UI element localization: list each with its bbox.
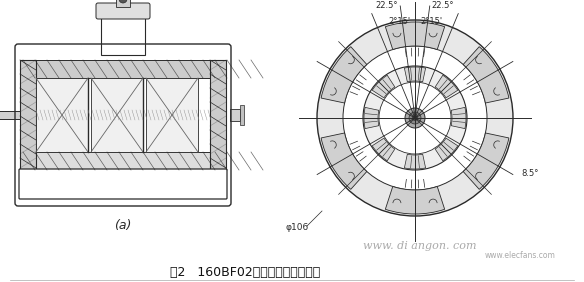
Wedge shape: [404, 154, 426, 169]
Text: 2°15': 2°15': [420, 17, 442, 27]
Text: 2°15': 2°15': [388, 17, 410, 27]
FancyBboxPatch shape: [19, 169, 227, 199]
Wedge shape: [372, 75, 395, 98]
Wedge shape: [451, 107, 466, 129]
Circle shape: [363, 66, 467, 170]
Wedge shape: [435, 75, 458, 98]
Wedge shape: [385, 186, 444, 214]
Text: φ106: φ106: [286, 224, 308, 232]
Bar: [0, 111, 20, 119]
Bar: [146, 78, 198, 152]
Bar: [36, 78, 88, 152]
Wedge shape: [385, 22, 444, 50]
Text: 8.5°: 8.5°: [521, 169, 538, 177]
Text: www. di angon. com: www. di angon. com: [363, 241, 477, 251]
Circle shape: [405, 108, 425, 128]
Bar: [23, 60, 223, 78]
Circle shape: [317, 20, 513, 216]
Circle shape: [412, 115, 418, 121]
Circle shape: [379, 82, 451, 154]
Circle shape: [312, 15, 518, 221]
Wedge shape: [372, 138, 395, 161]
Wedge shape: [321, 47, 367, 103]
Circle shape: [409, 112, 421, 124]
Wedge shape: [404, 67, 426, 82]
Bar: [240, 105, 244, 125]
FancyBboxPatch shape: [24, 63, 222, 167]
Wedge shape: [463, 133, 509, 189]
Text: 图2   160BF02型六相功率步进电机: 图2 160BF02型六相功率步进电机: [170, 265, 320, 279]
Bar: [101, 13, 145, 55]
Bar: [210, 60, 226, 170]
Circle shape: [343, 46, 487, 190]
Wedge shape: [321, 133, 367, 189]
Text: (a): (a): [114, 219, 131, 232]
Wedge shape: [463, 47, 509, 103]
Bar: [230, 109, 240, 121]
Bar: [116, 0, 130, 7]
Bar: [91, 78, 143, 152]
Text: 22.5°: 22.5°: [376, 1, 398, 10]
FancyBboxPatch shape: [96, 3, 150, 19]
Text: 22.5°: 22.5°: [432, 1, 454, 10]
Bar: [23, 152, 223, 170]
Circle shape: [119, 0, 127, 3]
Wedge shape: [435, 138, 458, 161]
Bar: [20, 60, 36, 170]
Wedge shape: [364, 107, 379, 129]
Text: www.elecfans.com: www.elecfans.com: [485, 250, 555, 259]
